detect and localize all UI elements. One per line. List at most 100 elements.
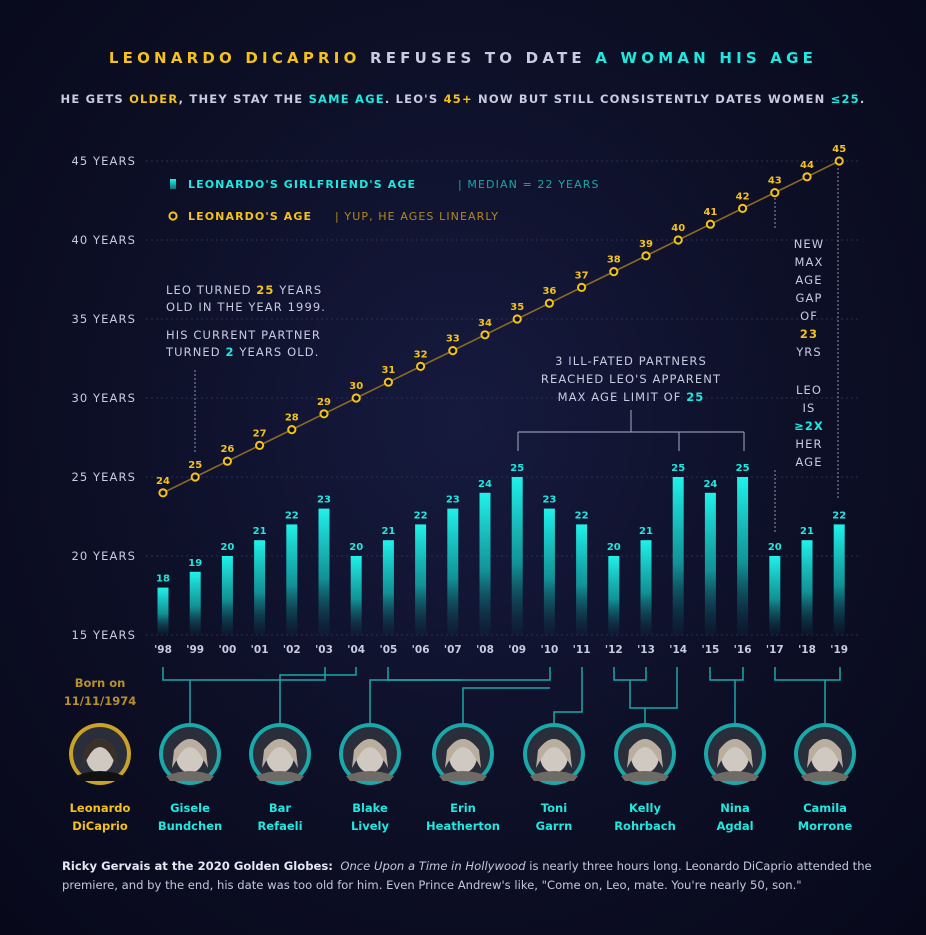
name-first: Gisele xyxy=(170,801,210,815)
leo-label-11: 35 xyxy=(510,302,524,313)
y-tick-30: 30 YEARS xyxy=(71,391,136,405)
leo-label-13: 37 xyxy=(575,270,589,281)
name-last: Rohrbach xyxy=(614,819,676,833)
leo-point-20 xyxy=(802,172,812,182)
bar-label-8: 22 xyxy=(414,510,428,521)
leo-point-1 xyxy=(190,472,200,482)
portrait-nina xyxy=(704,723,766,785)
bar-label-9: 23 xyxy=(446,495,460,506)
legend: LEONARDO'S GIRLFRIEND'S AGE | MEDIAN = 2… xyxy=(168,178,600,223)
bar-label-10: 24 xyxy=(478,479,492,490)
legend-girlfriend-label: LEONARDO'S GIRLFRIEND'S AGE xyxy=(188,178,416,191)
x-tick-7: '05 xyxy=(379,644,397,656)
birth-line2: 11/11/1974 xyxy=(64,694,136,708)
bar-4 xyxy=(286,524,298,635)
bar-2 xyxy=(221,556,233,635)
leo-point-16 xyxy=(673,235,683,245)
girlfriend-bar-labels: 18 19 20 21 22 23 20 21 22 23 24 25 23 22 20 21 25 24 25 20… xyxy=(156,463,846,585)
portrait-erin xyxy=(432,723,494,785)
bar-label-16: 25 xyxy=(671,463,685,474)
leo-label-10: 34 xyxy=(478,318,492,329)
portrait-shoulders xyxy=(166,771,214,781)
portrait-hair xyxy=(717,739,753,768)
y-tick-20: 20 YEARS xyxy=(71,549,136,563)
leo-point-5 xyxy=(319,409,329,419)
x-tick-6: '04 xyxy=(347,644,365,656)
portrait-hair xyxy=(536,739,572,768)
bar-label-17: 24 xyxy=(703,479,717,490)
title-part-3: A WOMAN HIS AGE xyxy=(595,49,818,67)
x-tick-16: '14 xyxy=(669,644,687,656)
annotation-leo-25-line2: OLD IN THE YEAR 1999. xyxy=(166,300,326,314)
bar-label-18: 25 xyxy=(736,463,750,474)
name-last: Bundchen xyxy=(157,819,223,833)
legend-leo-note: | YUP, HE AGES LINEARLY xyxy=(335,210,499,223)
annotation-leo-25: LEO TURNED 25 YEARS OLD IN THE YEAR 1999… xyxy=(165,283,326,359)
title-part-1: LEONARDO DICAPRIO xyxy=(108,49,361,67)
leo-label-8: 32 xyxy=(414,349,428,360)
portrait-shoulders xyxy=(256,771,304,781)
bar-21 xyxy=(833,524,845,635)
leo-label-3: 27 xyxy=(253,428,267,439)
x-tick-18: '16 xyxy=(734,644,752,656)
subtitle-p1: HE GETS xyxy=(60,92,130,106)
gap-word-3: GAP xyxy=(795,291,822,305)
subtitle-p8: ≤25 xyxy=(830,92,860,106)
partner-connectors xyxy=(162,667,841,723)
leo-label-20: 44 xyxy=(800,160,814,171)
leo-point-10 xyxy=(480,330,490,340)
x-tick-20: '18 xyxy=(798,644,816,656)
x-tick-labels: '98 '99 '00 '01 '02 '03 '04 '05 '06 '07 '08 '09 '10 '… xyxy=(154,644,848,656)
x-tick-19: '17 xyxy=(766,644,784,656)
leo-age-polyline xyxy=(162,160,840,494)
x-tick-21: '19 xyxy=(830,644,848,656)
name-first: Bar xyxy=(268,801,292,815)
gap-word-0: NEW xyxy=(794,237,825,251)
legend-leo-label: LEONARDO'S AGE xyxy=(188,210,312,223)
x-tick-12: '10 xyxy=(540,644,558,656)
bar-12 xyxy=(543,508,555,635)
gap-word-4: OF xyxy=(800,309,818,323)
page-title: LEONARDO DICAPRIO REFUSES TO DATE A WOMA… xyxy=(0,49,926,67)
legend-girlfriend-note: | MEDIAN = 22 YEARS xyxy=(458,178,600,191)
bar-label-1: 19 xyxy=(188,558,202,569)
name-leonardo: Leonardo DiCaprio xyxy=(45,799,155,835)
grid-lines xyxy=(146,160,860,636)
leo-label-15: 39 xyxy=(639,239,653,250)
name-first: Blake xyxy=(352,801,388,815)
portrait-hair xyxy=(807,739,843,768)
leo-point-0 xyxy=(158,488,168,498)
annotation-partner-line1: HIS CURRENT PARTNER xyxy=(166,328,321,342)
annotation-ill-fated-line1: 3 ILL-FATED PARTNERS xyxy=(555,354,707,368)
leo-label-0: 24 xyxy=(156,476,170,487)
bar-1 xyxy=(189,571,201,635)
leo-point-17 xyxy=(705,219,716,229)
bar-19 xyxy=(769,556,781,635)
x-tick-4: '02 xyxy=(283,644,301,656)
leo-point-13 xyxy=(577,282,587,292)
portrait-leonardo xyxy=(69,723,131,785)
subtitle-p3: , THEY STAY THE xyxy=(178,92,309,106)
leo-point-21 xyxy=(834,156,844,166)
leo-age-line: 24 25 26 27 28 29 30 31 32 33 34 35 36 37 38 39 40 41 42 43… xyxy=(156,144,846,498)
leo-point-19 xyxy=(770,188,780,198)
annotation-ill-fated: 3 ILL-FATED PARTNERS REACHED LEO'S APPAR… xyxy=(541,354,720,404)
name-last: Morrone xyxy=(797,819,853,833)
name-last: Refaeli xyxy=(257,819,303,833)
bar-13 xyxy=(576,524,588,635)
subtitle-p6: 45+ xyxy=(443,92,473,106)
portrait-shoulders xyxy=(801,771,849,781)
quote-speaker: Ricky Gervais at the 2020 Golden Globes: xyxy=(62,859,333,873)
portrait-hair xyxy=(352,739,388,768)
portrait-shoulders xyxy=(711,771,759,781)
bar-label-14: 20 xyxy=(607,542,621,553)
name-first: Nina xyxy=(720,801,750,815)
gap-word-1: MAX xyxy=(795,255,824,269)
portrait-shoulders xyxy=(621,771,669,781)
x-tick-0: '98 xyxy=(154,644,172,656)
page-subtitle: HE GETS OLDER, THEY STAY THE SAME AGE. L… xyxy=(0,92,926,106)
subtitle-p4: SAME AGE xyxy=(308,92,385,106)
leo-label-6: 30 xyxy=(349,381,363,392)
leo-point-18 xyxy=(738,203,748,213)
